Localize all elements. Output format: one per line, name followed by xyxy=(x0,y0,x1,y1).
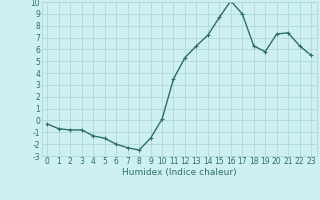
X-axis label: Humidex (Indice chaleur): Humidex (Indice chaleur) xyxy=(122,168,236,177)
